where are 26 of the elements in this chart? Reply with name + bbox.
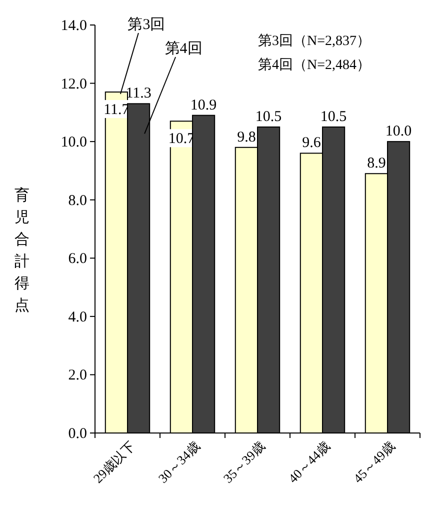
x-tick-label: 40～44歳: [285, 438, 333, 486]
x-tick-label: 35～39歳: [220, 438, 268, 486]
data-label: 11.3: [126, 86, 152, 102]
data-label: 9.8: [237, 129, 256, 146]
y-tick-label: 2.0: [68, 368, 87, 384]
y-tick-label: 14.0: [60, 18, 87, 34]
y-tick-label: 6.0: [68, 251, 87, 268]
text: 第3回: [128, 16, 166, 33]
x-tick-label: 45～49歳: [350, 438, 398, 486]
data-label: 9.6: [302, 135, 322, 152]
x-tick-label: 30～34歳: [155, 438, 203, 486]
annotation: 第3回（N=2,837）: [258, 33, 371, 49]
y-tick-label: 8.0: [68, 192, 87, 209]
data-label: 10.5: [255, 109, 282, 125]
y-tick-label: 0.0: [68, 426, 87, 442]
y-axis-title: 育児合計得点: [14, 187, 30, 314]
text: 第4回: [164, 40, 202, 57]
y-tick-label: 4.0: [68, 309, 87, 326]
data-label: 10.0: [385, 124, 412, 140]
y-tick-label: 10.0: [60, 134, 87, 151]
data-label: 8.9: [367, 156, 386, 172]
y-tick-label: 12.0: [60, 76, 87, 92]
x-tick-label: 29歳以下: [90, 438, 138, 486]
annotation: 第4回（N=2,484）: [258, 57, 371, 73]
data-label: 10.5: [320, 109, 347, 125]
data-label: 10.9: [190, 97, 217, 114]
